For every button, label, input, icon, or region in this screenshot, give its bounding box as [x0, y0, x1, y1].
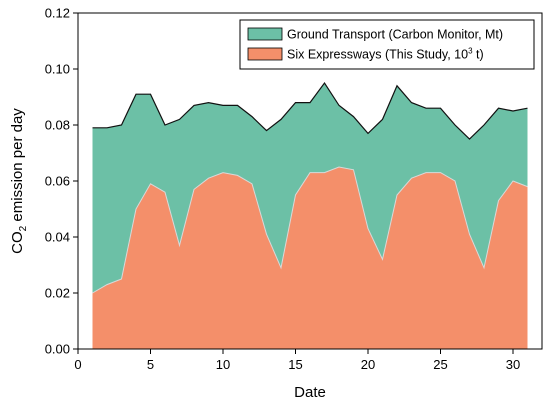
x-tick-label: 20 — [361, 357, 375, 372]
y-tick-label: 0.06 — [45, 174, 70, 189]
y-tick-label: 0.12 — [45, 6, 70, 21]
legend-box — [239, 19, 535, 70]
y-axis: 0.00 0.02 0.04 0.06 0.08 0.10 0.12 — [45, 6, 78, 357]
y-tick-label: 0.08 — [45, 118, 70, 133]
x-tick-label: 10 — [216, 357, 230, 372]
x-axis-title: Date — [294, 384, 326, 401]
x-tick-label: 5 — [147, 357, 154, 372]
line-six-expressways — [92, 166, 528, 294]
x-tick-label: 0 — [74, 357, 81, 372]
x-tick-label: 25 — [433, 357, 447, 372]
legend-swatch-six-expressways — [247, 47, 283, 61]
legend-label-ground-transport: Ground Transport (Carbon Monitor, Mt) — [287, 28, 503, 42]
y-tick-label: 0.04 — [45, 230, 70, 245]
chart-areas — [92, 81, 528, 349]
x-tick-label: 30 — [506, 357, 520, 372]
y-axis-title: CO2 emission per day — [9, 108, 29, 254]
legend: Ground Transport (Carbon Monitor, Mt) Si… — [239, 19, 535, 70]
y-tick-label: 0.10 — [45, 62, 70, 77]
area-six-expressways — [92, 167, 528, 349]
legend-label-six-expressways: Six Expressways (This Study, 103 t) — [287, 47, 484, 62]
line-ground-transport — [92, 81, 528, 140]
legend-swatch-ground-transport — [247, 27, 283, 41]
x-axis: 0 5 10 15 20 25 30 — [74, 349, 520, 372]
y-tick-label: 0.00 — [45, 342, 70, 357]
y-tick-label: 0.02 — [45, 286, 70, 301]
x-tick-label: 15 — [288, 357, 302, 372]
